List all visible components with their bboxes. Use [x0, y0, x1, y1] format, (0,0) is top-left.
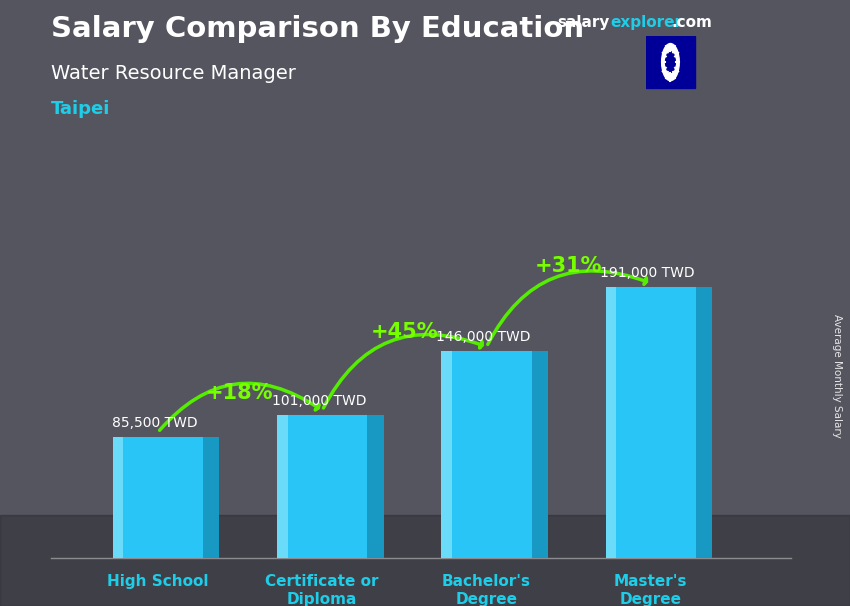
- Bar: [441, 351, 532, 558]
- Bar: [646, 36, 694, 88]
- Polygon shape: [367, 415, 383, 558]
- Text: Water Resource Manager: Water Resource Manager: [51, 64, 296, 82]
- Text: Salary Comparison By Education: Salary Comparison By Education: [51, 15, 584, 43]
- Text: 85,500 TWD: 85,500 TWD: [111, 416, 197, 430]
- Polygon shape: [532, 351, 548, 558]
- Text: salary: salary: [557, 15, 609, 30]
- Bar: [605, 287, 696, 558]
- Polygon shape: [203, 436, 219, 558]
- Text: 191,000 TWD: 191,000 TWD: [600, 267, 694, 281]
- Bar: [277, 415, 288, 558]
- Bar: [441, 351, 452, 558]
- Bar: [112, 436, 123, 558]
- Text: +31%: +31%: [535, 256, 603, 276]
- Bar: [277, 415, 367, 558]
- Text: +45%: +45%: [371, 322, 438, 342]
- Bar: [605, 287, 616, 558]
- Text: explorer: explorer: [610, 15, 683, 30]
- Text: +18%: +18%: [207, 382, 274, 402]
- Bar: [112, 436, 203, 558]
- Polygon shape: [696, 287, 712, 558]
- Text: Average Monthly Salary: Average Monthly Salary: [832, 314, 842, 438]
- Text: 101,000 TWD: 101,000 TWD: [272, 394, 366, 408]
- Text: .com: .com: [672, 15, 712, 30]
- Circle shape: [661, 44, 679, 81]
- Text: Taipei: Taipei: [51, 100, 110, 118]
- Text: 146,000 TWD: 146,000 TWD: [436, 330, 530, 344]
- Polygon shape: [0, 515, 850, 606]
- Circle shape: [666, 52, 675, 73]
